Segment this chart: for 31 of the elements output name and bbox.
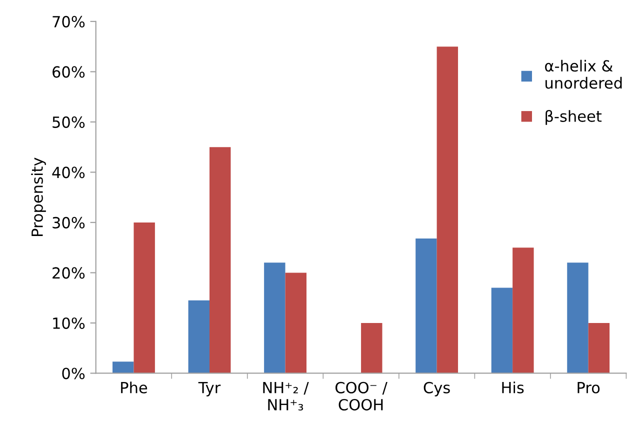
- y-tick-label: 60%: [52, 66, 85, 78]
- legend-label: α-helix & unordered: [545, 60, 622, 89]
- x-tick-label: Phe: [121, 382, 148, 394]
- x-tick-label: Cys: [424, 382, 450, 396]
- bar: [416, 238, 437, 374]
- bar: [134, 222, 155, 374]
- bar: [188, 300, 210, 374]
- y-tick-label: 30%: [52, 216, 85, 228]
- x-tick-label: His: [502, 382, 524, 394]
- y-tick-label: 20%: [52, 267, 85, 279]
- bar: [588, 322, 610, 374]
- bar: [210, 147, 231, 374]
- bar: [491, 288, 513, 374]
- y-tick-label: 0%: [62, 368, 85, 380]
- y-tick-label: 40%: [52, 166, 85, 178]
- y-tick-label: 50%: [52, 116, 85, 128]
- y-axis-title: Propensity: [31, 158, 46, 236]
- bar: [512, 248, 534, 374]
- bar: [112, 362, 134, 374]
- bar: [285, 272, 306, 374]
- x-tick-label: Tyr: [198, 382, 221, 396]
- legend-label: β-sheet: [546, 110, 602, 125]
- x-tick-label: COO⁻ / COOH: [336, 382, 388, 410]
- bar: [436, 46, 458, 374]
- bar: [264, 262, 286, 374]
- x-tick-label: NH⁺₂ / NH⁺₃: [263, 382, 309, 410]
- x-tick-label: Pro: [578, 382, 600, 394]
- bar: [567, 262, 588, 374]
- bar: [361, 322, 382, 374]
- y-tick-label: 70%: [52, 16, 85, 28]
- y-tick-label: 10%: [53, 317, 85, 329]
